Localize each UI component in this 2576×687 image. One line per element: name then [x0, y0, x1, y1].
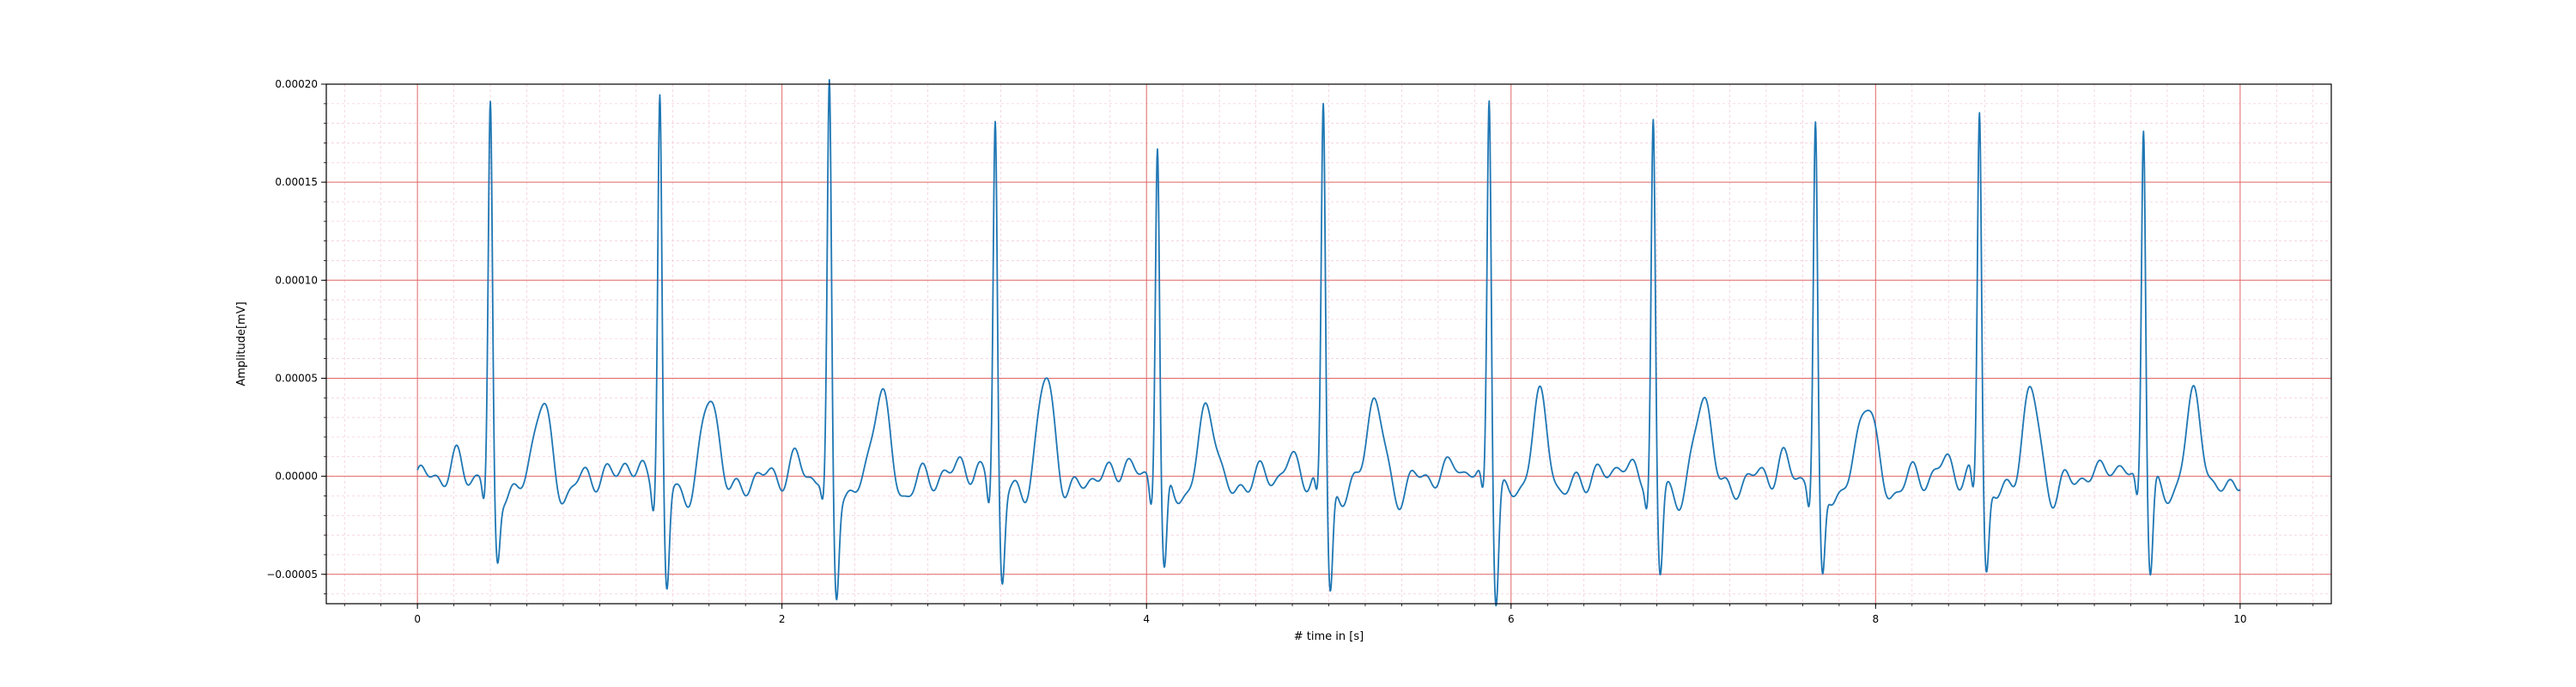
x-tick-label: 8: [1872, 613, 1879, 625]
series-layer: [416, 78, 2241, 607]
y-tick-label: 0.00005: [275, 372, 318, 384]
x-tick-label: 2: [779, 613, 786, 625]
x-tick-label: 0: [414, 613, 421, 625]
minor-grid: [326, 83, 2331, 604]
x-tick-label: 6: [1508, 613, 1515, 625]
x-axis-ticks: 0 2 4 6 8 10: [343, 604, 2314, 625]
x-tick-label: 10: [2233, 613, 2246, 625]
y-axis-label: Amplitude[mV]: [235, 301, 248, 386]
ecg-series-line: [416, 78, 2241, 607]
y-tick-label: 0.00015: [275, 176, 318, 188]
y-tick-label: 0.00000: [275, 471, 318, 483]
y-tick-label: −0.00005: [266, 568, 318, 581]
x-axis-label: # time in [s]: [1294, 630, 1364, 643]
y-tick-label: 0.00020: [275, 78, 318, 90]
y-axis-ticks: −0.00005 0.00000 0.00005 0.00010 0.00015 0.00…: [266, 78, 326, 594]
x-tick-label: 4: [1143, 613, 1150, 625]
y-tick-label: 0.00010: [275, 274, 318, 286]
